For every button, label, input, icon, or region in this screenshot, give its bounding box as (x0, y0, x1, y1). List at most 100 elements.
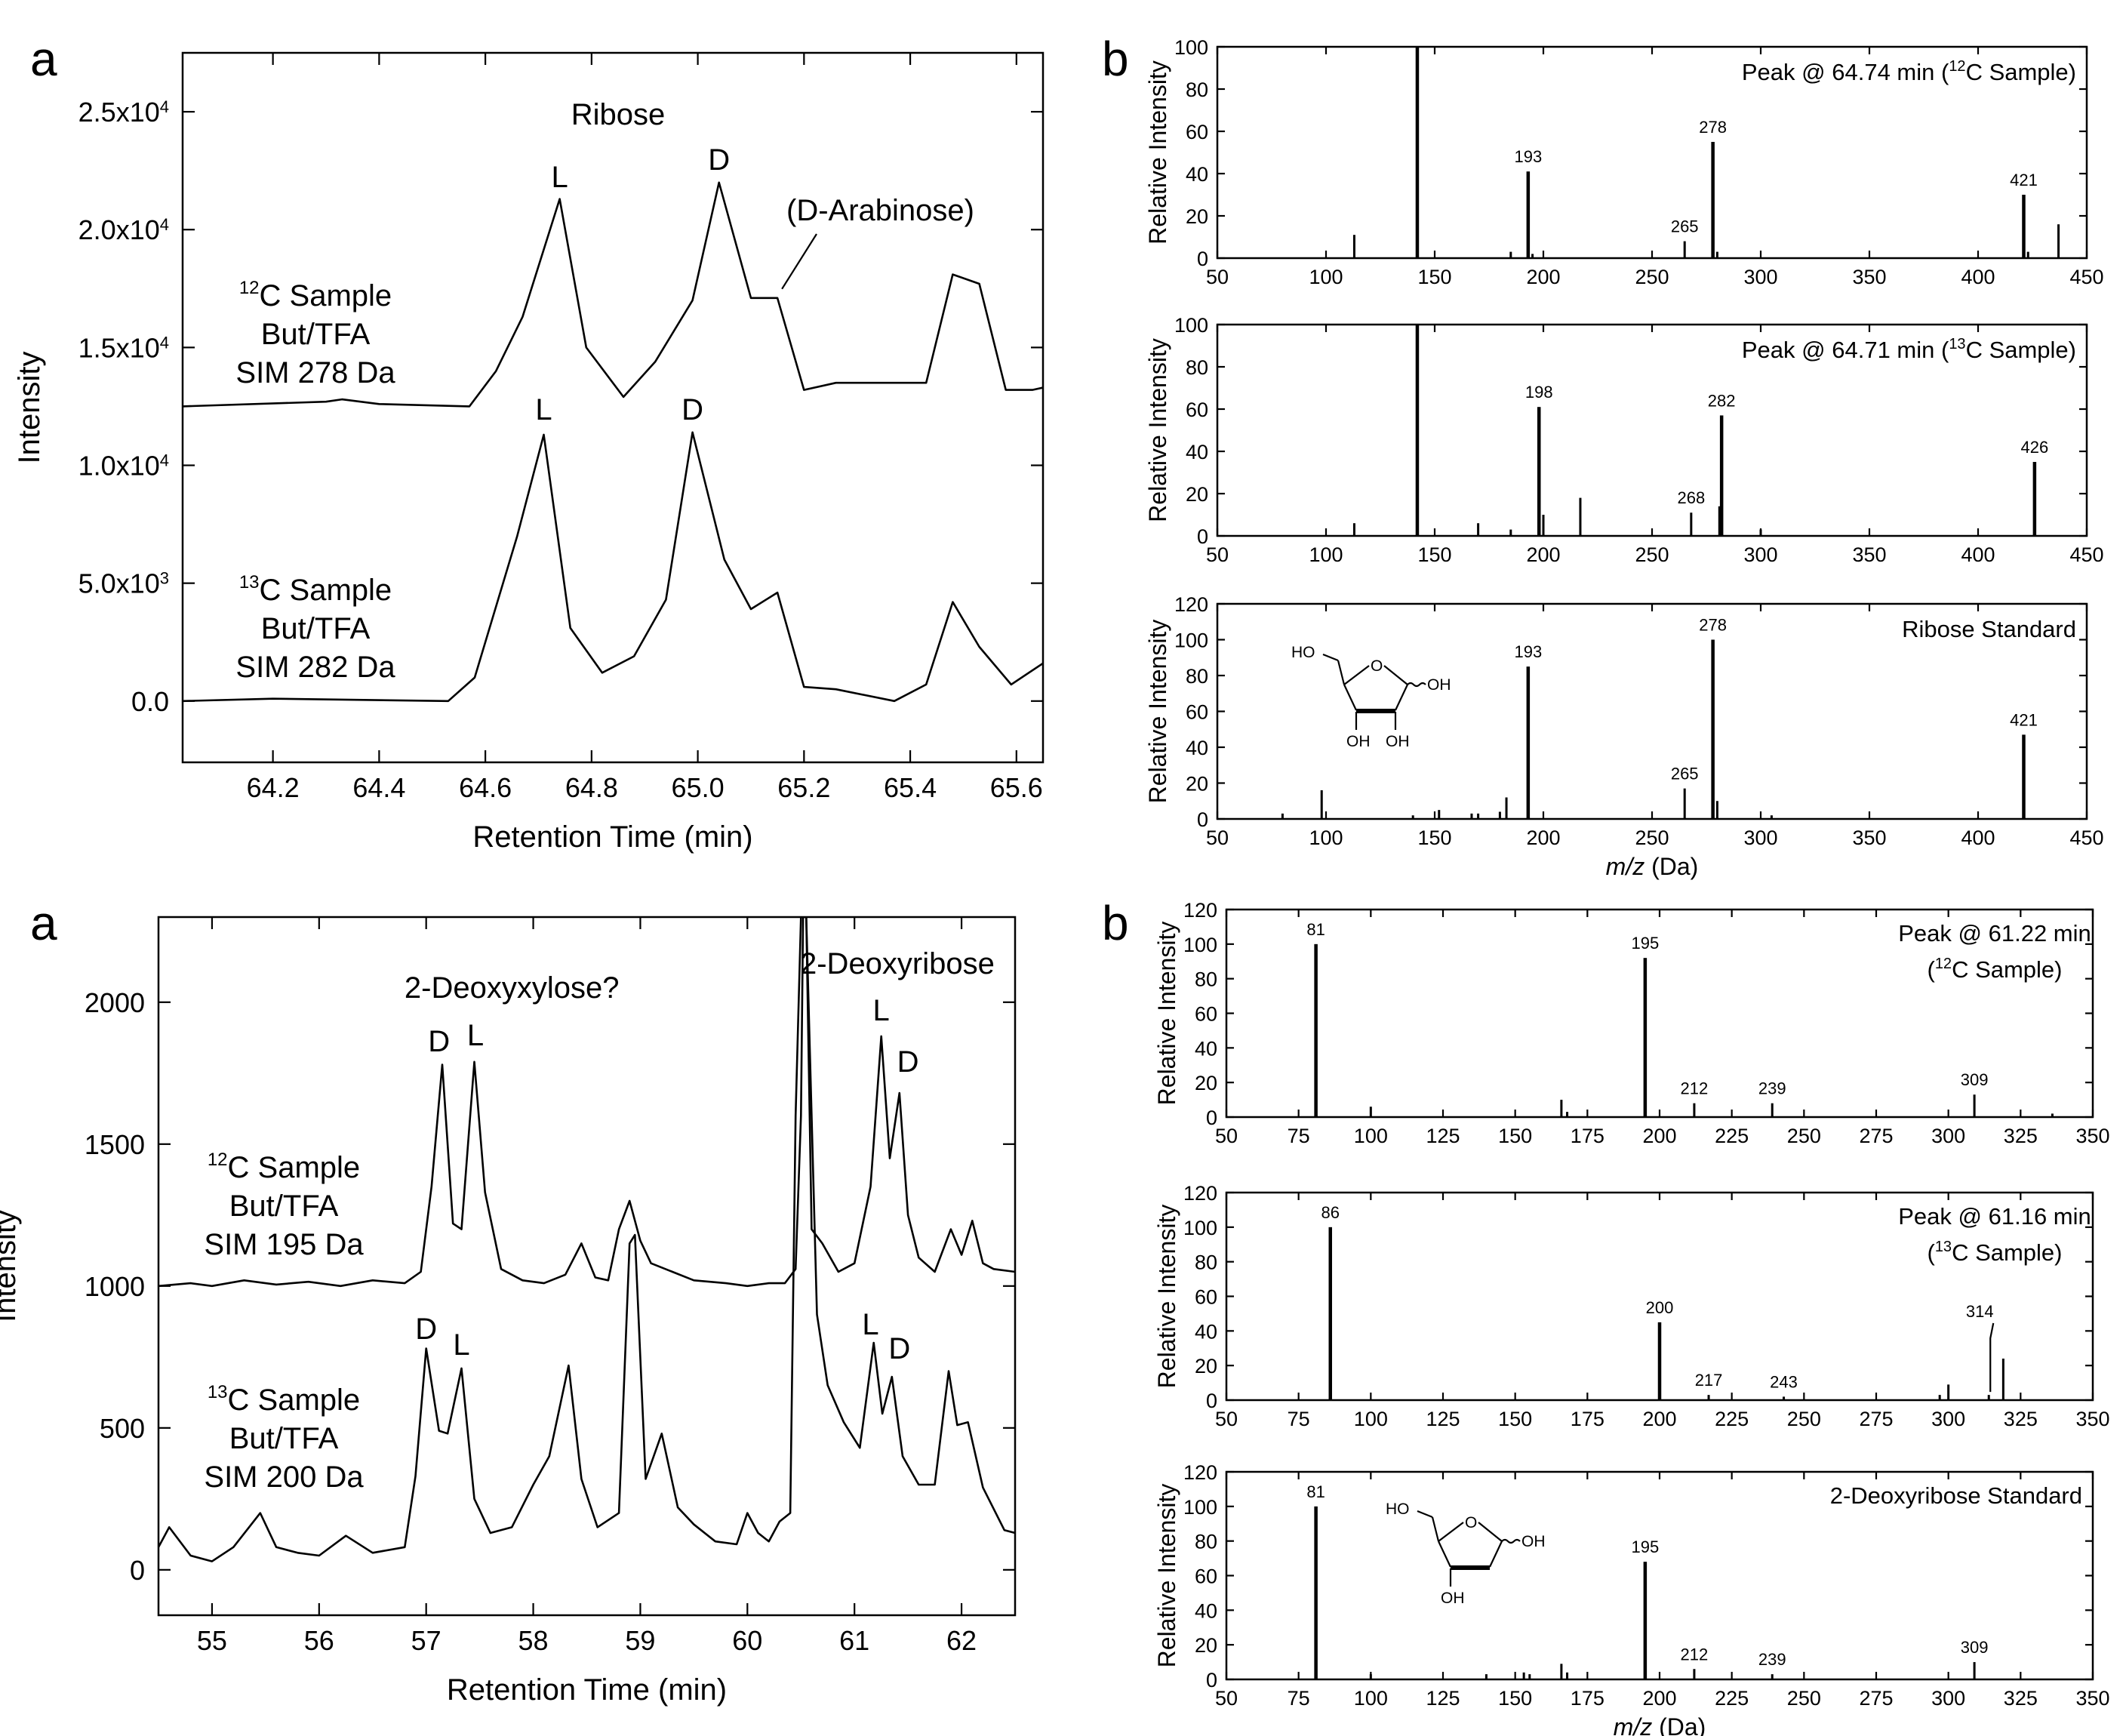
ribose-ms-13c: 50 100 150 200 250 300 350 400 450020406080100Re… (1144, 314, 2104, 566)
spectrum-bar (1566, 1672, 1569, 1679)
series-label-12c-line1: 12C Sample (208, 1150, 360, 1184)
x-tick-label: 56 (304, 1625, 334, 1656)
deoxyribose-title: 2-Deoxyribose (800, 947, 995, 980)
deoxy-ms-13c: 50 75 100 125 150 175 200 225 250 275 300 325 350 0 20… (1153, 1182, 2110, 1430)
peak-label: 217 (1695, 1371, 1723, 1390)
y-tick-label: 0 (130, 1555, 145, 1586)
spectrum-bar (1715, 801, 1718, 819)
spectrum-bar (1438, 810, 1441, 819)
series-label-13c-line3: SIM 200 Da (204, 1461, 364, 1494)
x-axis-title: Retention Time (min) (472, 820, 752, 854)
peak-label: 198 (1525, 383, 1553, 402)
y-tick-label: 100 (1174, 314, 1208, 337)
y-tick-label: 120 (1183, 1182, 1217, 1205)
x-tick-label: 50 (1206, 543, 1229, 566)
spectrum-title: Peak @ 61.16 min (1898, 1203, 2091, 1230)
arabinose-label: (D-Arabinose) (786, 194, 974, 227)
y-tick-label: 20 (1186, 205, 1208, 228)
peak-label: 265 (1671, 217, 1699, 236)
series-label-13c-line2: But/TFA (261, 612, 371, 645)
spectrum-bar (1526, 666, 1531, 819)
spectrum-title-line2: (12C Sample) (1927, 956, 2062, 983)
anomeric-oh-label: OH (1521, 1533, 1546, 1550)
spectrum-title: Peak @ 61.22 min (1898, 920, 2091, 946)
y-tick-label: 0 (1197, 808, 1208, 831)
ho-label: HO (1386, 1501, 1410, 1518)
spectrum-bar (1477, 813, 1480, 819)
anomeric-oh-label: OH (1427, 676, 1451, 694)
series-label-13c-line1: 13C Sample (239, 572, 392, 607)
y-tick-label: 40 (1195, 1037, 1217, 1060)
spectrum-bar (1711, 639, 1715, 819)
x-axis-title: Retention Time (min) (447, 1673, 727, 1707)
x-tick-label: 400 (1961, 826, 1995, 849)
spectrum-bar (1411, 815, 1414, 819)
series-line-2 (183, 431, 1043, 703)
y-tick-label: 2.0x104 (78, 214, 169, 245)
spectrum-bar (1938, 1395, 1941, 1400)
y-tick-label: 60 (1186, 121, 1208, 143)
x-tick-label: 65.0 (672, 772, 725, 803)
x-tick-label: 59 (625, 1625, 655, 1656)
peak-label-D-13c: D (681, 393, 703, 426)
y-tick-label: 80 (1186, 356, 1208, 379)
x-tick-label: 100 (1354, 1125, 1388, 1147)
x-tick-label: 75 (1288, 1408, 1310, 1430)
spectrum-bar (1369, 1674, 1372, 1679)
ch2-bond (1337, 660, 1346, 685)
spectrum-bar (1314, 943, 1318, 1117)
series-label-12c-line1: 12C Sample (239, 278, 392, 312)
x-tick-label: 350 (2075, 1687, 2109, 1710)
x-tick-label: 61 (839, 1625, 869, 1656)
peak-label-L-13c: L (535, 393, 552, 426)
spectrum-bar (1498, 811, 1501, 819)
peak-label: 314 (1966, 1302, 1994, 1321)
y-tick-label: 5.0x103 (78, 568, 169, 599)
y-tick-label: 40 (1186, 737, 1208, 759)
x-tick-label: 450 (2069, 826, 2103, 849)
series-label-12c-line3: SIM 195 Da (204, 1228, 364, 1261)
x-tick-label: 50 (1215, 1125, 1238, 1147)
y-tick-label: 0 (1206, 1669, 1217, 1691)
y-tick-label: 120 (1183, 1461, 1217, 1484)
x-tick-label: 175 (1571, 1125, 1604, 1147)
spectrum-bar (1320, 790, 1323, 819)
spectrum-bar (1973, 1094, 1976, 1117)
x-tick-label: 200 (1526, 826, 1560, 849)
spectrum-bar (2026, 251, 2029, 258)
peak-label-L-12c-xylose: L (467, 1019, 484, 1052)
spectrum-bar (1509, 529, 1512, 536)
spectrum-bar (1328, 1227, 1333, 1400)
ring-oxygen-label: O (1371, 657, 1383, 675)
y-tick-label: 40 (1186, 441, 1208, 463)
ring-bond (1478, 1522, 1503, 1542)
plot-frame (157, 916, 1017, 1617)
y-tick-label: 100 (1174, 36, 1208, 59)
ring-bond (1438, 1541, 1451, 1568)
oh-label-c3: OH (1346, 733, 1371, 750)
peak-label: 200 (1646, 1298, 1674, 1317)
ribose-ms-standard: 50 100 150 200 250 300 350 400 450 0 20 40 60 80 100 12… (1144, 593, 2104, 880)
y-axis-title: Relative Intensity (1153, 1484, 1180, 1668)
spectrum-bar (1683, 241, 1686, 258)
x-tick-label: 55 (197, 1625, 227, 1656)
x-tick-label: 64.8 (565, 772, 618, 803)
ch2-bond (1322, 653, 1339, 662)
y-tick-label: 80 (1195, 1531, 1217, 1553)
y-tick-label: 60 (1186, 701, 1208, 724)
plot-frame (1216, 45, 2088, 260)
y-axis-title: Intensity (0, 1210, 22, 1322)
series-label-13c-line3: SIM 282 Da (235, 651, 395, 684)
peak-label-D-12c: D (708, 143, 730, 177)
arabinose-pointer (781, 233, 817, 290)
spectrum-bar (2057, 224, 2060, 258)
panel-letter-a-bottom: a (30, 896, 57, 950)
y-tick-label: 20 (1195, 1634, 1217, 1657)
x-tick-label: 350 (1852, 543, 1886, 566)
x-tick-label: 150 (1498, 1408, 1532, 1430)
y-tick-label: 20 (1186, 483, 1208, 506)
peak-label-D-13c-xylose: D (415, 1313, 437, 1346)
spectrum-bar (1718, 506, 1721, 536)
spectrum-bar (2022, 734, 2026, 819)
peak-label: 86 (1321, 1203, 1340, 1222)
